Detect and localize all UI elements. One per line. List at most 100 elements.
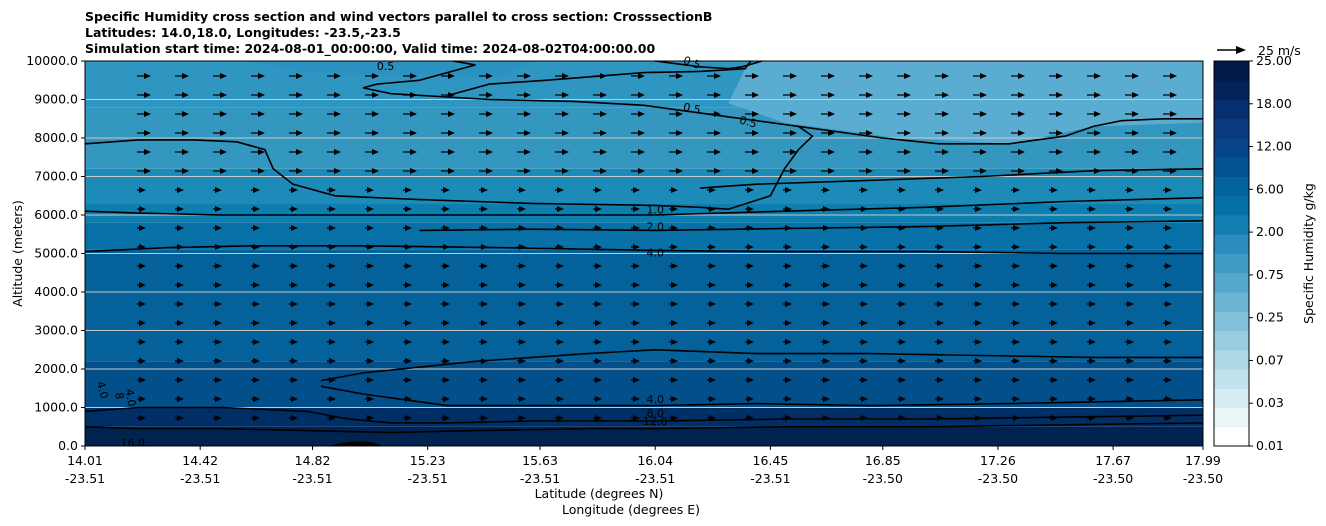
wind-arrow xyxy=(973,73,987,79)
wind-arrow xyxy=(213,358,222,364)
wind-arrow xyxy=(1011,339,1020,345)
colorbar-tick-label: 0.07 xyxy=(1256,352,1284,367)
wind-arrow xyxy=(783,206,792,212)
wind-arrow xyxy=(783,73,797,79)
wind-arrow xyxy=(973,225,982,231)
wind-arrow xyxy=(821,358,830,364)
contour-8.0 xyxy=(320,385,1204,407)
wind-arrow xyxy=(289,282,298,288)
wind-arrow xyxy=(289,92,303,98)
wind-arrow xyxy=(1087,358,1096,364)
wind-arrow xyxy=(251,111,265,117)
wind-arrow xyxy=(745,301,754,307)
wind-arrow xyxy=(1087,377,1096,383)
x-axis-label-lon: Longitude (degrees E) xyxy=(562,502,700,517)
wind-arrow xyxy=(403,206,412,212)
wind-arrow xyxy=(555,187,564,193)
wind-arrow xyxy=(365,415,374,421)
wind-arrow xyxy=(517,358,526,364)
wind-arrow xyxy=(669,206,678,212)
wind-arrow xyxy=(479,92,493,98)
wind-arrow xyxy=(1125,130,1139,136)
x-tick-label-lon: -23.51 xyxy=(408,471,448,486)
wind-arrow xyxy=(1049,225,1058,231)
wind-arrow xyxy=(593,92,607,98)
wind-arrow xyxy=(745,282,754,288)
contour-label: 8 xyxy=(112,391,126,400)
wind-arrow xyxy=(365,92,379,98)
wind-arrow xyxy=(251,282,260,288)
wind-arrow xyxy=(327,111,341,117)
wind-arrow xyxy=(935,377,944,383)
wind-arrow xyxy=(707,396,716,402)
wind-arrow xyxy=(327,225,336,231)
dry-region xyxy=(250,61,532,77)
wind-arrow xyxy=(441,168,455,174)
wind-arrow xyxy=(403,149,417,155)
wind-arrow xyxy=(783,111,797,117)
wind-arrow xyxy=(1049,415,1058,421)
wind-arrow xyxy=(1011,301,1020,307)
wind-arrow xyxy=(783,339,792,345)
wind-arrow xyxy=(251,168,265,174)
y-tick-label: 5000.0 xyxy=(34,246,78,261)
wind-arrow xyxy=(251,244,260,250)
wind-arrow xyxy=(821,206,830,212)
wind-arrow xyxy=(479,206,488,212)
wind-arrow xyxy=(783,168,797,174)
wind-arrow xyxy=(1049,320,1058,326)
wind-arrow xyxy=(973,396,982,402)
wind-arrow xyxy=(517,149,531,155)
colorbar-band xyxy=(1214,253,1249,274)
wind-arrow xyxy=(213,339,222,345)
wind-arrow xyxy=(403,187,412,193)
wind-arrow xyxy=(745,396,754,402)
wind-arrow xyxy=(631,73,645,79)
wind-arrow xyxy=(593,358,602,364)
wind-arrow xyxy=(745,130,759,136)
wind-arrow xyxy=(783,92,797,98)
wind-arrow xyxy=(821,73,835,79)
wind-arrow xyxy=(1125,73,1139,79)
wind-arrow xyxy=(213,415,222,421)
wind-arrow xyxy=(631,130,645,136)
wind-arrow xyxy=(1125,206,1134,212)
wind-arrow xyxy=(821,111,835,117)
wind-arrow xyxy=(935,111,949,117)
wind-arrow xyxy=(897,206,906,212)
wind-arrow xyxy=(707,339,716,345)
wind-arrow xyxy=(289,111,303,117)
contour-label: 2.0 xyxy=(646,220,664,233)
wind-arrow xyxy=(1125,92,1139,98)
wind-arrow xyxy=(289,130,303,136)
wind-arrow xyxy=(1087,168,1101,174)
wind-arrow xyxy=(593,149,607,155)
wind-arrow xyxy=(213,206,222,212)
colorbar-tick-label: 0.25 xyxy=(1256,310,1284,325)
wind-arrow xyxy=(555,73,569,79)
wind-arrow xyxy=(327,187,336,193)
wind-arrow xyxy=(289,320,298,326)
wind-arrow xyxy=(745,73,759,79)
wind-arrow xyxy=(137,225,146,231)
wind-arrow xyxy=(935,149,949,155)
x-tick-label-lat: 16.45 xyxy=(753,453,789,468)
wind-arrow xyxy=(1163,244,1172,250)
wind-arrow xyxy=(783,149,797,155)
terrain xyxy=(329,441,383,446)
wind-arrow xyxy=(403,377,412,383)
y-tick-label: 1000.0 xyxy=(34,400,78,415)
contour-1.0 xyxy=(84,125,814,211)
wind-arrow xyxy=(973,244,982,250)
x-tick-label-lon: -23.51 xyxy=(520,471,560,486)
wind-arrow xyxy=(479,377,488,383)
wind-arrow xyxy=(365,358,374,364)
wind-arrow xyxy=(251,263,260,269)
contour-label: 4.0 xyxy=(123,388,139,407)
wind-arrow xyxy=(403,396,412,402)
wind-arrow xyxy=(1163,263,1172,269)
wind-arrow xyxy=(1125,244,1134,250)
wind-arrow xyxy=(897,263,906,269)
wind-arrow xyxy=(935,396,944,402)
